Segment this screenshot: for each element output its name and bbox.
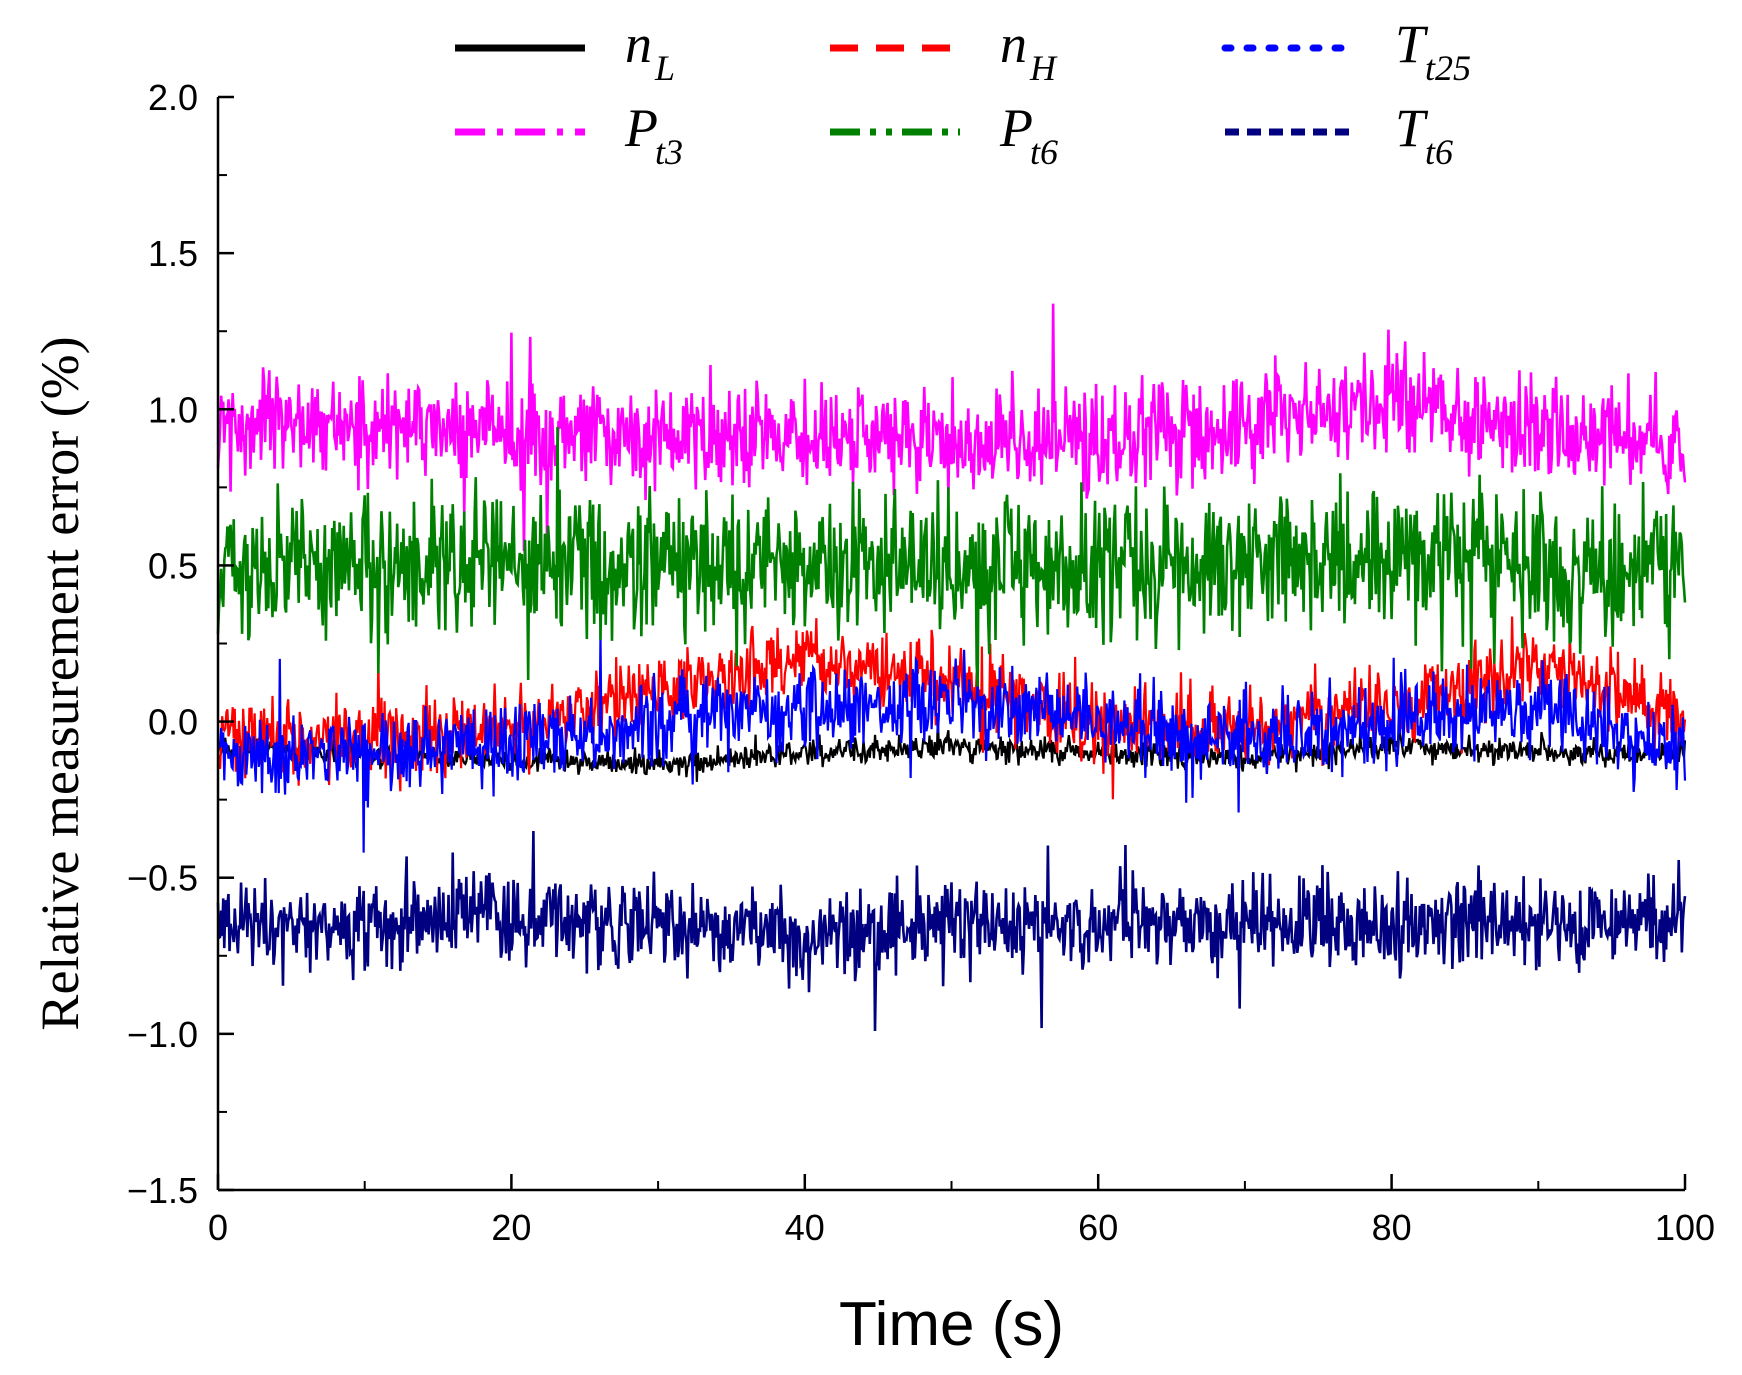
legend-label: T bbox=[1395, 98, 1429, 158]
legend-label-subscript: H bbox=[1029, 48, 1058, 88]
series-line-t-t25 bbox=[216, 633, 1687, 853]
y-tick-label: 0.5 bbox=[148, 545, 198, 586]
series-line-p-t3 bbox=[216, 303, 1687, 552]
legend-label: P bbox=[999, 98, 1033, 158]
y-tick-label: −0.5 bbox=[127, 858, 198, 899]
legend-item-p-t6: Pt6 bbox=[830, 98, 1058, 172]
legend-label-subscript: L bbox=[654, 48, 675, 88]
legend-label-subscript: t3 bbox=[655, 132, 683, 172]
x-tick-label: 0 bbox=[208, 1207, 228, 1248]
x-tick-label: 40 bbox=[785, 1207, 825, 1248]
series-line-n-l bbox=[216, 717, 1687, 782]
y-tick-label: 1.0 bbox=[148, 389, 198, 430]
y-tick-label: 0.0 bbox=[148, 702, 198, 743]
plot-area bbox=[216, 303, 1687, 1032]
y-tick-label: −1.5 bbox=[127, 1170, 198, 1211]
legend-label: T bbox=[1395, 14, 1429, 74]
legend-item-p-t3: Pt3 bbox=[455, 98, 683, 172]
legend-label: n bbox=[625, 14, 652, 74]
legend-label-subscript: t25 bbox=[1425, 48, 1471, 88]
ticks: 0 20 40 60 80 100 −1.5 −1.0 −0.5 0.0 0.5 1.0 1.5 2.0 bbox=[127, 77, 1715, 1248]
y-tick-label: 1.5 bbox=[148, 233, 198, 274]
x-tick-label: 80 bbox=[1372, 1207, 1412, 1248]
x-tick-label: 100 bbox=[1655, 1207, 1715, 1248]
legend-label: n bbox=[1000, 14, 1027, 74]
legend-label: P bbox=[624, 98, 658, 158]
series-line-p-t6 bbox=[216, 426, 1687, 687]
x-axis-title: Time (s) bbox=[839, 1290, 1064, 1359]
series-line-n-h bbox=[217, 616, 1687, 800]
legend-label-subscript: t6 bbox=[1425, 132, 1453, 172]
x-tick-label: 60 bbox=[1078, 1207, 1118, 1248]
series-line-t-t6 bbox=[216, 831, 1687, 1032]
x-tick-label: 20 bbox=[491, 1207, 531, 1248]
y-tick-label: −1.0 bbox=[127, 1014, 198, 1055]
axes bbox=[216, 97, 1685, 1192]
y-axis-title: Relative measurement error (%) bbox=[30, 336, 90, 1030]
y-tick-label: 2.0 bbox=[148, 77, 198, 118]
legend-label-subscript: t6 bbox=[1030, 132, 1058, 172]
